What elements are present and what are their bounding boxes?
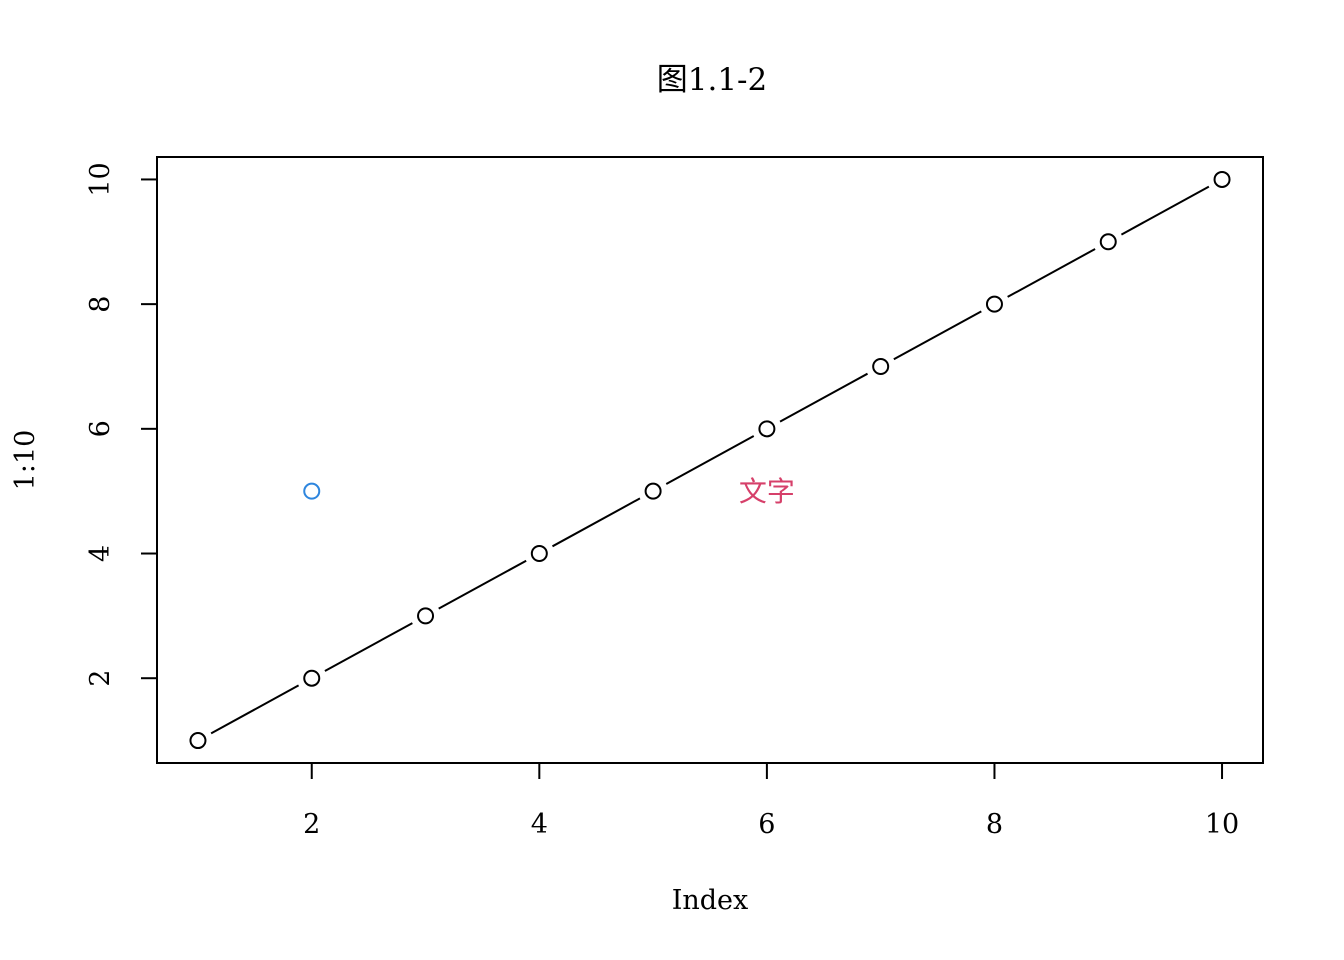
data-point bbox=[303, 669, 321, 687]
chart-title: 图1.1-2 bbox=[657, 62, 768, 98]
series-layer bbox=[189, 170, 1231, 750]
data-point bbox=[530, 545, 548, 563]
y-axis: 2 4 6 8 10 bbox=[85, 162, 158, 687]
x-tick-label: 8 bbox=[986, 809, 1003, 840]
series-line-segment bbox=[665, 435, 755, 485]
series-line-segment bbox=[438, 559, 527, 610]
series-line-segment bbox=[779, 372, 869, 423]
y-tick-label: 6 bbox=[85, 420, 116, 437]
x-tick-label: 6 bbox=[758, 809, 775, 840]
series-line-segment bbox=[324, 622, 413, 672]
y-tick-label: 2 bbox=[85, 670, 116, 687]
annotation-layer: 文字 bbox=[739, 475, 795, 508]
extra-points-layer bbox=[303, 482, 321, 500]
x-axis: 2 4 6 8 10 bbox=[303, 762, 1239, 840]
series-line-segment bbox=[551, 497, 641, 548]
data-point bbox=[985, 295, 1003, 313]
data-point bbox=[1099, 233, 1117, 251]
data-point bbox=[758, 420, 776, 438]
data-point bbox=[644, 482, 662, 500]
series-line-segment bbox=[1007, 248, 1096, 298]
series-line-segment bbox=[893, 310, 982, 361]
y-tick-label: 4 bbox=[85, 545, 116, 562]
series-line-segment bbox=[1120, 185, 1210, 236]
x-tick-label: 10 bbox=[1205, 809, 1239, 840]
y-tick-label: 10 bbox=[85, 162, 116, 196]
x-tick-label: 2 bbox=[303, 809, 320, 840]
data-point bbox=[189, 732, 207, 750]
series-line-segment bbox=[210, 684, 300, 735]
y-axis-label: 1:10 bbox=[10, 430, 41, 491]
x-tick-label: 4 bbox=[531, 809, 548, 840]
y-tick-label: 8 bbox=[85, 296, 116, 313]
data-point bbox=[1213, 170, 1231, 188]
data-point bbox=[417, 607, 435, 625]
extra-point bbox=[303, 482, 321, 500]
annotation-text: 文字 bbox=[739, 475, 795, 508]
x-axis-label: Index bbox=[672, 885, 749, 916]
data-point bbox=[872, 357, 890, 375]
